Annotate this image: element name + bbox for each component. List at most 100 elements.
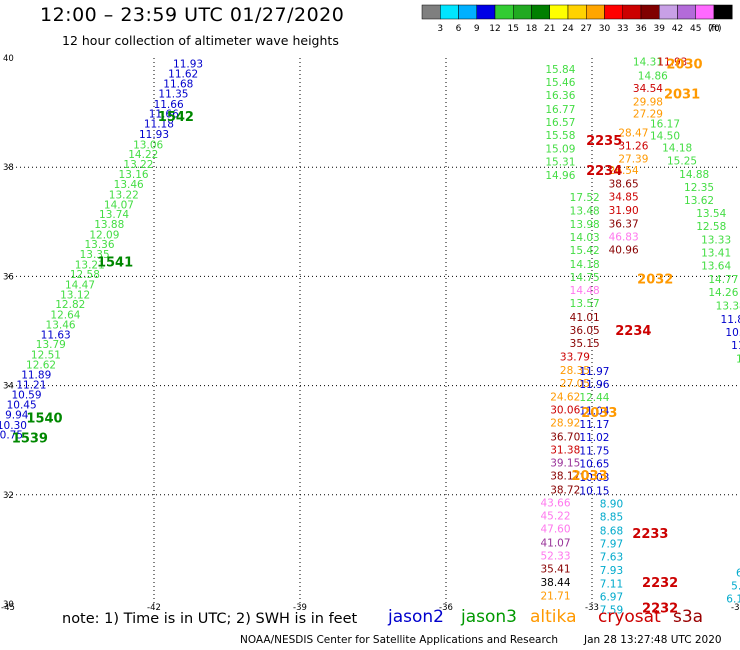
wave-height-value: 13.38 bbox=[716, 300, 740, 312]
wave-height-value: 38.72 bbox=[550, 484, 580, 496]
colorbar-unit-label: (ft) bbox=[708, 24, 722, 34]
wave-height-value: 14.48 bbox=[570, 285, 600, 297]
wave-height-value: 5.41 bbox=[731, 580, 740, 592]
y-tick-label: 30 bbox=[3, 600, 14, 610]
wave-height-value: 12.51 bbox=[31, 349, 61, 361]
wave-height-value: 13.06 bbox=[133, 139, 163, 151]
wave-height-value: 10.59 bbox=[11, 389, 41, 401]
wave-height-value: 15.46 bbox=[545, 77, 575, 89]
wave-height-value: 41.01 bbox=[570, 312, 600, 324]
wave-height-value: 34.54 bbox=[633, 83, 663, 95]
wave-height-value: 7.11 bbox=[600, 578, 623, 590]
wave-height-value: 14.47 bbox=[65, 280, 95, 292]
wave-height-value: 13.0 bbox=[736, 353, 740, 365]
legend-satellite-jason3: jason3 bbox=[461, 607, 517, 627]
wave-height-value: 14.22 bbox=[128, 149, 158, 161]
wave-height-value: 34.85 bbox=[609, 192, 639, 204]
wave-height-value: 14.31 bbox=[633, 56, 663, 68]
grid-lines bbox=[8, 58, 738, 604]
colorbar-tick-label: 21 bbox=[544, 24, 555, 34]
wave-height-value: 17.52 bbox=[570, 192, 600, 204]
x-tick-label: -30 bbox=[731, 603, 740, 613]
wave-height-value: 38.44 bbox=[540, 577, 570, 589]
wave-height-value: 21.71 bbox=[540, 590, 570, 602]
wave-height-value: 8.68 bbox=[600, 525, 623, 537]
wave-height-value: 11.89 bbox=[21, 370, 51, 382]
wave-height-value: 11.0 bbox=[731, 340, 740, 352]
wave-height-labels: 11.9311.6211.6811.3511.6611.6611.1811.93… bbox=[0, 56, 740, 616]
wave-height-value: 7.97 bbox=[600, 538, 623, 550]
wave-height-value: 11.62 bbox=[168, 68, 198, 80]
x-tick-label: -39 bbox=[293, 603, 307, 613]
wave-height-value: 43.66 bbox=[540, 497, 570, 509]
wave-height-value: 39.15 bbox=[550, 458, 580, 470]
wave-height-value: 10.30 bbox=[0, 420, 27, 432]
pass-time-label: 2030 bbox=[666, 57, 702, 72]
colorbar-tick-label: 42 bbox=[672, 24, 683, 34]
legend-satellite-cryosat: cryosat bbox=[598, 607, 661, 627]
wave-height-value: 11.93 bbox=[173, 58, 203, 70]
colorbar-tick-label: 3 bbox=[437, 24, 443, 34]
pass-time-label: 1542 bbox=[158, 110, 194, 125]
wave-height-value: 27.29 bbox=[633, 109, 663, 121]
wave-height-value: 13.33 bbox=[701, 234, 731, 246]
wave-height-value: 15.25 bbox=[667, 156, 697, 168]
colorbar-tick-label: 9 bbox=[474, 24, 480, 34]
colorbar-legend: 3 6 9 12 15 18 21 24 27 30 33 36 39 42 45 70(ft) bbox=[421, 4, 733, 34]
wave-height-value: 13.57 bbox=[570, 298, 600, 310]
credit-line: NOAA/NESDIS Center for Satellite Applica… bbox=[240, 634, 558, 646]
wave-height-value: 11.66 bbox=[149, 109, 179, 121]
wave-height-value: 13.64 bbox=[701, 260, 731, 272]
wave-height-value: 28.47 bbox=[618, 127, 648, 139]
colorbar-tick-label: 30 bbox=[599, 24, 611, 34]
wave-height-value: 38.17 bbox=[550, 471, 580, 483]
wave-height-value: 45.22 bbox=[540, 511, 570, 523]
y-tick-label: 34 bbox=[3, 382, 14, 392]
wave-height-value: 14.18 bbox=[570, 259, 600, 271]
wave-height-value: 13.88 bbox=[94, 219, 124, 231]
pass-time-label: 2031 bbox=[664, 87, 700, 102]
wave-height-value: 36.05 bbox=[570, 325, 600, 337]
pass-time-label: 2234 bbox=[586, 164, 622, 179]
time-labels: 1542 1541 1540 1539 2235 2234 2030 2031 2032 2234… bbox=[12, 57, 703, 616]
wave-height-value: 13.36 bbox=[84, 239, 114, 251]
wave-height-value: 11.96 bbox=[579, 379, 609, 391]
wave-height-value: 36.37 bbox=[609, 218, 639, 230]
chart-title: 12:00 – 23:59 UTC 01/27/2020 bbox=[40, 4, 345, 26]
wave-height-value: 12.82 bbox=[55, 299, 85, 311]
wave-height-value: 11.66 bbox=[154, 99, 184, 111]
wave-height-value: 13.22 bbox=[109, 190, 139, 202]
wave-height-value: 11.75 bbox=[579, 446, 609, 458]
colorbar-tick-label: 18 bbox=[526, 24, 538, 34]
colorbar-tick-label: 27 bbox=[581, 24, 592, 34]
pass-time-label: 2033 bbox=[571, 469, 607, 484]
wave-height-value: 10.45 bbox=[7, 400, 37, 412]
wave-height-value: 13.79 bbox=[36, 339, 66, 351]
wave-height-value: 12.58 bbox=[70, 269, 100, 281]
wave-height-value: 11.93 bbox=[139, 129, 169, 141]
generation-timestamp: Jan 28 13:27:48 UTC 2020 bbox=[584, 634, 722, 646]
wave-height-value: 15.42 bbox=[570, 245, 600, 257]
wave-height-value: 52.33 bbox=[540, 550, 570, 562]
wave-height-value: 13.41 bbox=[701, 247, 731, 259]
wave-height-value: 46.83 bbox=[609, 232, 639, 244]
wave-height-value: 11.21 bbox=[16, 380, 46, 392]
pass-time-label: 2235 bbox=[586, 134, 622, 149]
wave-height-value: 11.68 bbox=[163, 79, 193, 91]
wave-height-value: 10.65 bbox=[579, 459, 609, 471]
wave-height-value: 12.62 bbox=[26, 359, 56, 371]
legend-satellite-altika: altika bbox=[530, 607, 577, 627]
wave-height-value: 12.09 bbox=[89, 229, 119, 241]
wave-height-value: 31.38 bbox=[550, 444, 580, 456]
wave-height-value: 6.01 bbox=[736, 567, 740, 579]
wave-height-value: 13.21 bbox=[75, 259, 105, 271]
wave-height-value: 13.12 bbox=[60, 289, 90, 301]
wave-height-value: 14.77 bbox=[708, 274, 738, 286]
legend-satellite-s3a: s3a bbox=[673, 607, 704, 627]
wave-height-value: 13.98 bbox=[570, 219, 600, 231]
wave-height-value: 11.18 bbox=[144, 119, 174, 131]
colorbar-tick-label: 15 bbox=[508, 24, 519, 34]
wave-height-value: 13.74 bbox=[99, 209, 129, 221]
wave-height-value: 11.02 bbox=[579, 432, 609, 444]
colorbar-tick-label: 33 bbox=[617, 24, 628, 34]
